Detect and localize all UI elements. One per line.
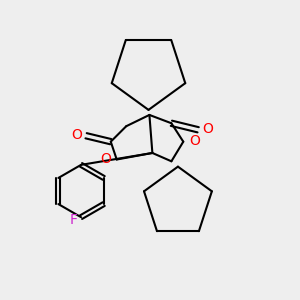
- Text: O: O: [189, 134, 200, 148]
- Text: O: O: [71, 128, 82, 142]
- Text: O: O: [100, 152, 111, 166]
- Text: O: O: [202, 122, 213, 136]
- Text: F: F: [70, 213, 78, 227]
